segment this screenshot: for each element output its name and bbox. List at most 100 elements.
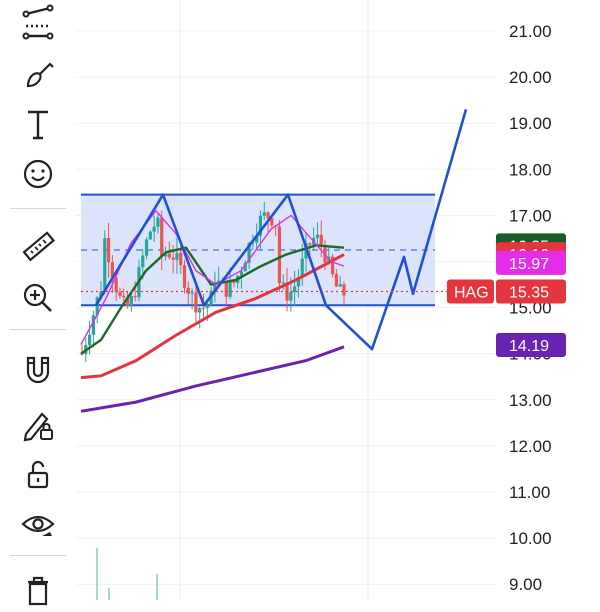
price-badge (496, 250, 566, 275)
unlock-tool-button[interactable] (12, 452, 64, 496)
volume-bar (156, 574, 158, 600)
price-badge-label: 14.19 (509, 338, 549, 355)
candle-body (118, 292, 122, 296)
candle-body (247, 243, 251, 263)
candle-body (148, 231, 152, 240)
candle-body (171, 257, 175, 260)
trash-icon (28, 576, 48, 606)
volume-bar (96, 548, 98, 600)
candle-body (95, 297, 99, 316)
price-axis-label: 17.00 (509, 206, 552, 225)
candle-body (186, 287, 190, 294)
candle-body (296, 277, 301, 287)
candle-body (315, 234, 320, 238)
ruler-tool-button[interactable] (12, 225, 64, 269)
zoom-in-icon (23, 283, 52, 312)
emoji-icon (23, 159, 53, 189)
price-badge (496, 332, 566, 357)
candle-body (167, 253, 171, 258)
lock-drawings-icon (23, 412, 53, 442)
candle-body (255, 235, 259, 243)
candle-body (281, 282, 285, 284)
candle-body (308, 243, 312, 245)
price-axis-label: 12.00 (509, 437, 552, 456)
price-axis-label: 21.00 (509, 22, 552, 41)
ma-purple-line (80, 345, 345, 413)
price-badge (496, 279, 566, 304)
candle-body (239, 271, 244, 276)
candle-body (289, 292, 293, 301)
price-badge-label: 15.97 (509, 256, 549, 273)
candle-body (228, 281, 232, 297)
candle-body (141, 255, 145, 268)
candle-body (91, 315, 95, 335)
zoom-in-tool-button[interactable] (12, 276, 64, 320)
price-axis-label: 18.00 (509, 160, 552, 179)
candle-body (190, 292, 194, 294)
candle-body (179, 252, 183, 266)
toolbar-separator (10, 329, 66, 330)
projection-zigzag-line (94, 109, 468, 351)
candle-body (144, 239, 149, 256)
candle-body (300, 258, 304, 278)
candle-body (163, 253, 168, 257)
price-axis-label: 11.00 (509, 483, 550, 502)
ma-pink-line (80, 209, 345, 345)
brush-icon (26, 62, 54, 88)
text-tool-button[interactable] (12, 102, 64, 146)
trend-lines-icon (22, 4, 54, 40)
candle-body (122, 295, 126, 298)
candle-body (87, 334, 92, 346)
candle-body (129, 296, 133, 307)
symbol-badge (447, 279, 494, 304)
ma-red-line (80, 253, 345, 380)
candle-body (338, 284, 342, 287)
price-axis-label: 9.00 (509, 575, 542, 594)
volume-bar (108, 588, 110, 600)
price-axis-label: 19.00 (509, 114, 552, 133)
chart-area[interactable]: 21.0020.0019.0018.0017.0016.0015.0014.00… (76, 0, 600, 600)
ma-green-line (80, 244, 345, 355)
brush-tool-button[interactable] (12, 52, 64, 96)
candle-body (331, 256, 335, 275)
eye-tool-button[interactable] (12, 502, 64, 546)
candle-body (160, 217, 164, 257)
lock-drawings-tool-button[interactable] (12, 402, 64, 446)
candle-body (258, 215, 263, 236)
candle-body (198, 308, 202, 313)
price-axis-label: 10.00 (509, 529, 552, 548)
candle-body (270, 218, 274, 226)
candle-body (342, 284, 346, 296)
candle-body (334, 274, 339, 287)
candle-body (262, 212, 266, 216)
candle-body (152, 226, 156, 232)
candle-body (110, 262, 114, 278)
toolbar-separator (10, 555, 66, 556)
drawing-toolbar (0, 0, 76, 606)
price-axis-label: 20.00 (509, 68, 552, 87)
magnet-icon (26, 356, 50, 384)
ruler-icon (22, 231, 56, 262)
candle-body (213, 282, 217, 292)
candle-body (209, 291, 213, 306)
candle-body (224, 281, 228, 297)
candle-body (205, 305, 209, 309)
text-icon (28, 110, 48, 140)
candle-body (293, 286, 297, 293)
candle-body (182, 265, 187, 288)
toolbar-separator (10, 208, 66, 209)
unlock-icon (27, 460, 49, 489)
candle-body (277, 226, 282, 284)
magnet-tool-button[interactable] (12, 348, 64, 392)
trash-tool-button[interactable] (12, 568, 64, 612)
candle-body (103, 238, 107, 292)
candle-body (125, 297, 130, 307)
candle-body (232, 281, 236, 283)
emoji-tool-button[interactable] (12, 152, 64, 196)
price-chart[interactable]: 21.0020.0019.0018.0017.0016.0015.0014.00… (76, 0, 600, 600)
trend-lines-tool-button[interactable] (12, 0, 64, 44)
eye-icon (21, 515, 55, 536)
candle-body (266, 212, 270, 219)
candle-body (106, 238, 111, 263)
candle-body (243, 262, 247, 272)
